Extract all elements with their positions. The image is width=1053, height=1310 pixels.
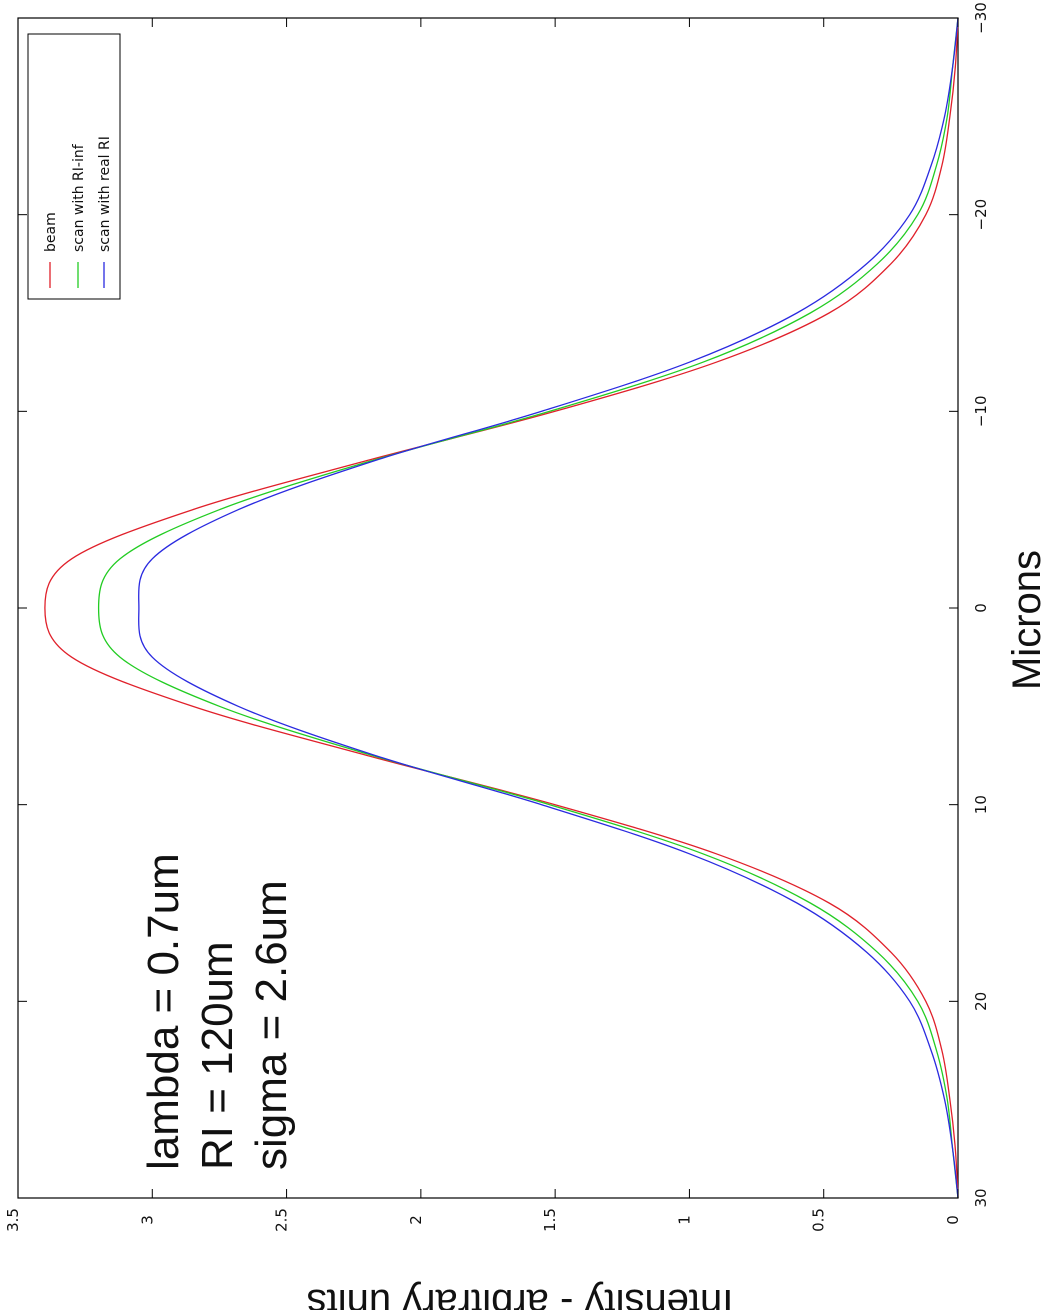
x-tick-label: 20: [972, 992, 990, 1011]
series-line-2: [138, 17, 959, 1199]
x-tick-label: 10: [972, 795, 990, 814]
legend: beam scan with RI-inf scan with real RI: [27, 33, 121, 300]
x-tick-label: −10: [972, 396, 990, 428]
y-tick-label: 3.5: [4, 1208, 22, 1232]
y-tick-label: 3: [138, 1215, 156, 1225]
annotation-line-2: sigma = 2.6um: [247, 880, 296, 1170]
legend-label-2: scan with real RI: [97, 136, 113, 252]
annotation-block: lambda = 0.7um RI = 120um sigma = 2.6um: [139, 853, 296, 1170]
series-curves: [44, 17, 959, 1199]
x-tick-label: −20: [972, 199, 990, 231]
x-axis-title: Microns: [1005, 550, 1049, 690]
y-tick-label: 1: [675, 1215, 693, 1225]
annotation-line-0: lambda = 0.7um: [139, 853, 188, 1170]
y-tick-label: 0.5: [810, 1208, 828, 1232]
legend-label-1: scan with RI-inf: [71, 143, 87, 252]
y-tick-label: 2: [407, 1215, 425, 1225]
legend-label-0: beam: [43, 212, 59, 252]
x-tick-label: −30: [972, 2, 990, 34]
y-tick-label: 1.5: [541, 1208, 559, 1232]
axis-ticks: −30 −20 −10 0 10 20 30 0 0.5 1 1.5 2 2.5 3 3.5: [4, 2, 990, 1232]
y-axis-title: Intensity - arbitrary units: [307, 1281, 734, 1310]
series-line-1: [97, 17, 959, 1199]
y-tick-label: 2.5: [273, 1208, 291, 1232]
x-tick-label: 30: [972, 1188, 990, 1207]
legend-box: [27, 33, 121, 300]
annotation-line-1: RI = 120um: [193, 941, 242, 1170]
x-tick-label: 0: [972, 603, 990, 613]
y-tick-label: 0: [944, 1215, 962, 1225]
series-line-0: [44, 17, 959, 1199]
